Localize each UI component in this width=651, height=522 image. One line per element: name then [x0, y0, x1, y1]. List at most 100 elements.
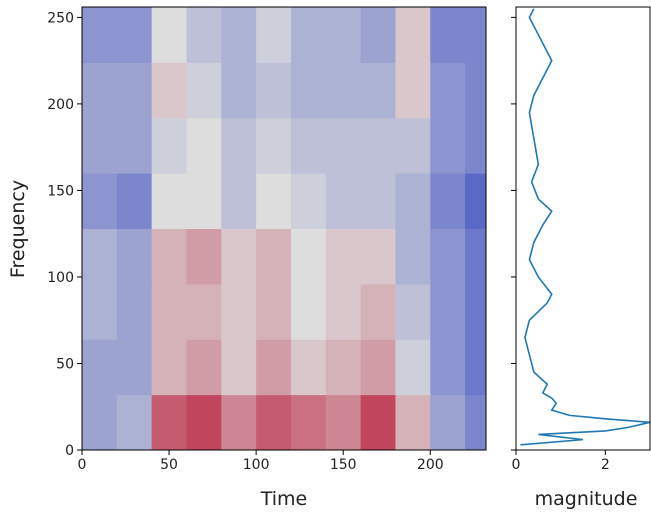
heat-cell — [82, 62, 118, 119]
heat-cell — [221, 283, 257, 340]
heat-cell — [360, 339, 396, 396]
heat-cell — [151, 173, 187, 229]
heat-cell — [395, 394, 431, 451]
heat-cell — [430, 117, 466, 174]
heat-cell — [465, 283, 487, 340]
heat-cell — [290, 7, 327, 63]
heat-cell — [360, 283, 396, 340]
heat-cell — [395, 7, 431, 63]
heat-cell — [256, 173, 292, 229]
heat-cell — [186, 394, 222, 451]
heat-cell — [325, 228, 362, 285]
heat-cell — [82, 117, 118, 174]
heat-cell — [360, 117, 396, 174]
heat-cell — [186, 339, 222, 396]
heat-cell — [116, 228, 153, 285]
heat-cell — [395, 228, 431, 285]
heat-cell — [325, 283, 362, 340]
heat-cell — [221, 62, 257, 119]
heat-cell — [465, 394, 487, 451]
y-tick-label: 100 — [47, 270, 74, 286]
heat-cell — [325, 339, 362, 396]
heat-cell — [82, 283, 118, 340]
heat-cell — [290, 283, 327, 340]
heat-cell — [221, 394, 257, 451]
heat-cell — [465, 62, 487, 119]
heat-cell — [186, 173, 222, 229]
heat-cell — [395, 117, 431, 174]
x-tick-label: 0 — [512, 457, 521, 473]
heat-cell — [116, 283, 153, 340]
heat-cell — [325, 173, 362, 229]
heat-cell — [151, 7, 187, 63]
x-tick-label: 50 — [160, 457, 178, 473]
heat-cell — [151, 228, 187, 285]
heat-cell — [465, 339, 487, 396]
heat-cell — [325, 62, 362, 119]
heat-cell — [151, 283, 187, 340]
heat-cell — [465, 173, 487, 229]
heat-cell — [290, 228, 327, 285]
heat-cell — [256, 283, 292, 340]
heat-cell — [290, 173, 327, 229]
plot-frame — [515, 6, 651, 451]
heat-cell — [82, 228, 118, 285]
y-tick-label: 50 — [56, 356, 74, 372]
heat-cell — [360, 7, 396, 63]
heat-cell — [221, 117, 257, 174]
heat-cell — [290, 394, 327, 451]
heat-cell — [465, 228, 487, 285]
heat-cell — [430, 228, 466, 285]
heat-cell — [290, 62, 327, 119]
heat-cell — [186, 62, 222, 119]
heat-cell — [151, 394, 187, 451]
x-tick-label: 2 — [601, 457, 610, 473]
heat-cell — [360, 228, 396, 285]
heat-cell — [325, 394, 362, 451]
x-tick-label: 100 — [243, 457, 270, 473]
heat-cell — [221, 339, 257, 396]
heat-cell — [151, 339, 187, 396]
y-axis-label: Frequency — [7, 180, 29, 278]
y-tick-label: 150 — [47, 183, 74, 199]
x-tick-label: 0 — [78, 457, 87, 473]
heat-cell — [116, 173, 153, 229]
heat-cell — [82, 7, 118, 63]
heat-cell — [395, 62, 431, 119]
y-tick-label: 250 — [47, 10, 74, 26]
heat-cell — [186, 228, 222, 285]
heat-cell — [430, 62, 466, 119]
y-tick-label: 0 — [65, 443, 74, 459]
line — [520, 8, 651, 446]
heat-cell — [360, 394, 396, 451]
heat-cell — [151, 62, 187, 119]
heat-cell — [116, 62, 153, 119]
heat-cell — [82, 394, 118, 451]
heat-cell — [256, 228, 292, 285]
heat-cell — [395, 339, 431, 396]
heat-cell — [256, 339, 292, 396]
heat-cell — [325, 7, 362, 63]
heat-cell — [256, 62, 292, 119]
heat-cell — [221, 7, 257, 63]
x-tick-label: 150 — [330, 457, 357, 473]
x-tick-label: 200 — [417, 457, 444, 473]
heat-cell — [116, 7, 153, 63]
heat-cell — [395, 173, 431, 229]
heat-cell — [256, 7, 292, 63]
heat-cell — [430, 283, 466, 340]
heat-cell — [395, 283, 431, 340]
heat-cell — [82, 339, 118, 396]
heat-cell — [290, 339, 327, 396]
heat-cell — [116, 394, 153, 451]
heat-cell — [186, 283, 222, 340]
heat-cell — [221, 173, 257, 229]
heat-cell — [186, 7, 222, 63]
heat-cell — [430, 339, 466, 396]
y-tick-label: 200 — [47, 97, 74, 113]
heat-cell — [116, 117, 153, 174]
heat-cell — [116, 339, 153, 396]
heat-cell — [430, 173, 466, 229]
heat-cell — [290, 117, 327, 174]
